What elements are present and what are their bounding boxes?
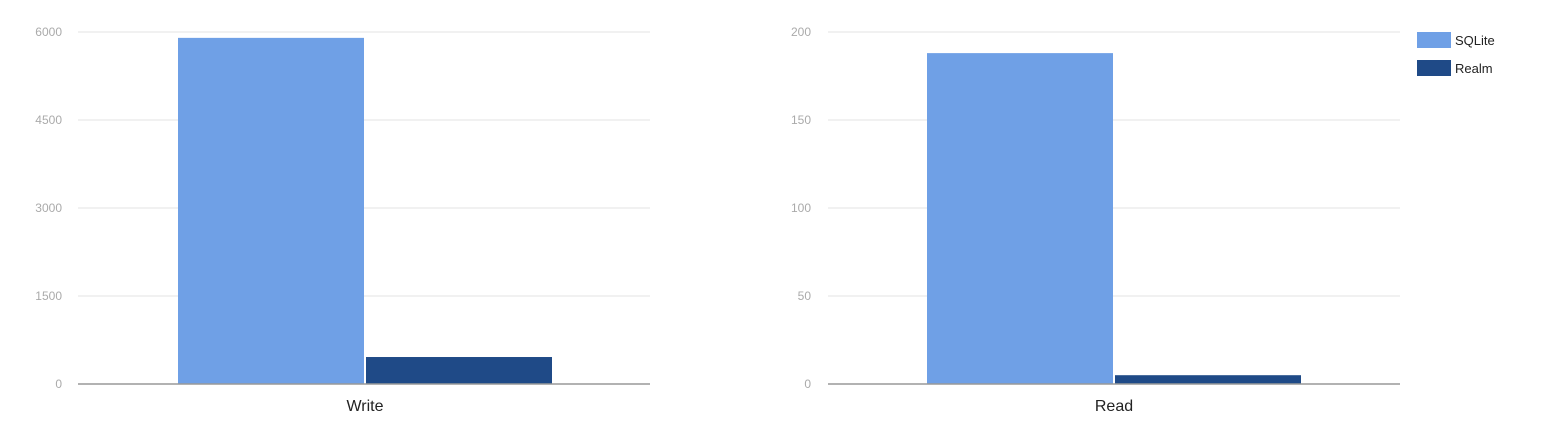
legend-item-sqlite: SQLite — [1417, 30, 1495, 50]
legend-swatch-realm — [1417, 60, 1451, 76]
y-tick-label: 3000 — [35, 201, 62, 215]
legend-label-realm: Realm — [1455, 60, 1493, 76]
x-category-label: Read — [1095, 398, 1133, 415]
legend-item-realm: Realm — [1417, 58, 1495, 78]
y-tick-label: 0 — [804, 377, 811, 391]
legend: SQLite Realm — [1417, 30, 1495, 86]
y-tick-label: 150 — [791, 113, 811, 127]
bar-realm — [1115, 375, 1301, 384]
legend-label-sqlite: SQLite — [1455, 32, 1495, 48]
bar-realm — [366, 357, 552, 384]
write-chart: 0 1500 3000 4500 6000 Write — [35, 25, 650, 415]
x-category-label: Write — [346, 398, 383, 415]
y-tick-label: 6000 — [35, 25, 62, 39]
y-tick-label: 100 — [791, 201, 811, 215]
legend-swatch-sqlite — [1417, 32, 1451, 48]
bar-sqlite — [178, 37, 364, 384]
y-tick-label: 4500 — [35, 113, 62, 127]
y-tick-label: 50 — [798, 289, 812, 303]
y-tick-label: 0 — [55, 377, 62, 391]
read-chart: 0 50 100 150 200 Read — [791, 25, 1400, 415]
bar-sqlite — [927, 53, 1113, 385]
y-tick-label: 200 — [791, 25, 811, 39]
y-tick-label: 1500 — [35, 289, 62, 303]
